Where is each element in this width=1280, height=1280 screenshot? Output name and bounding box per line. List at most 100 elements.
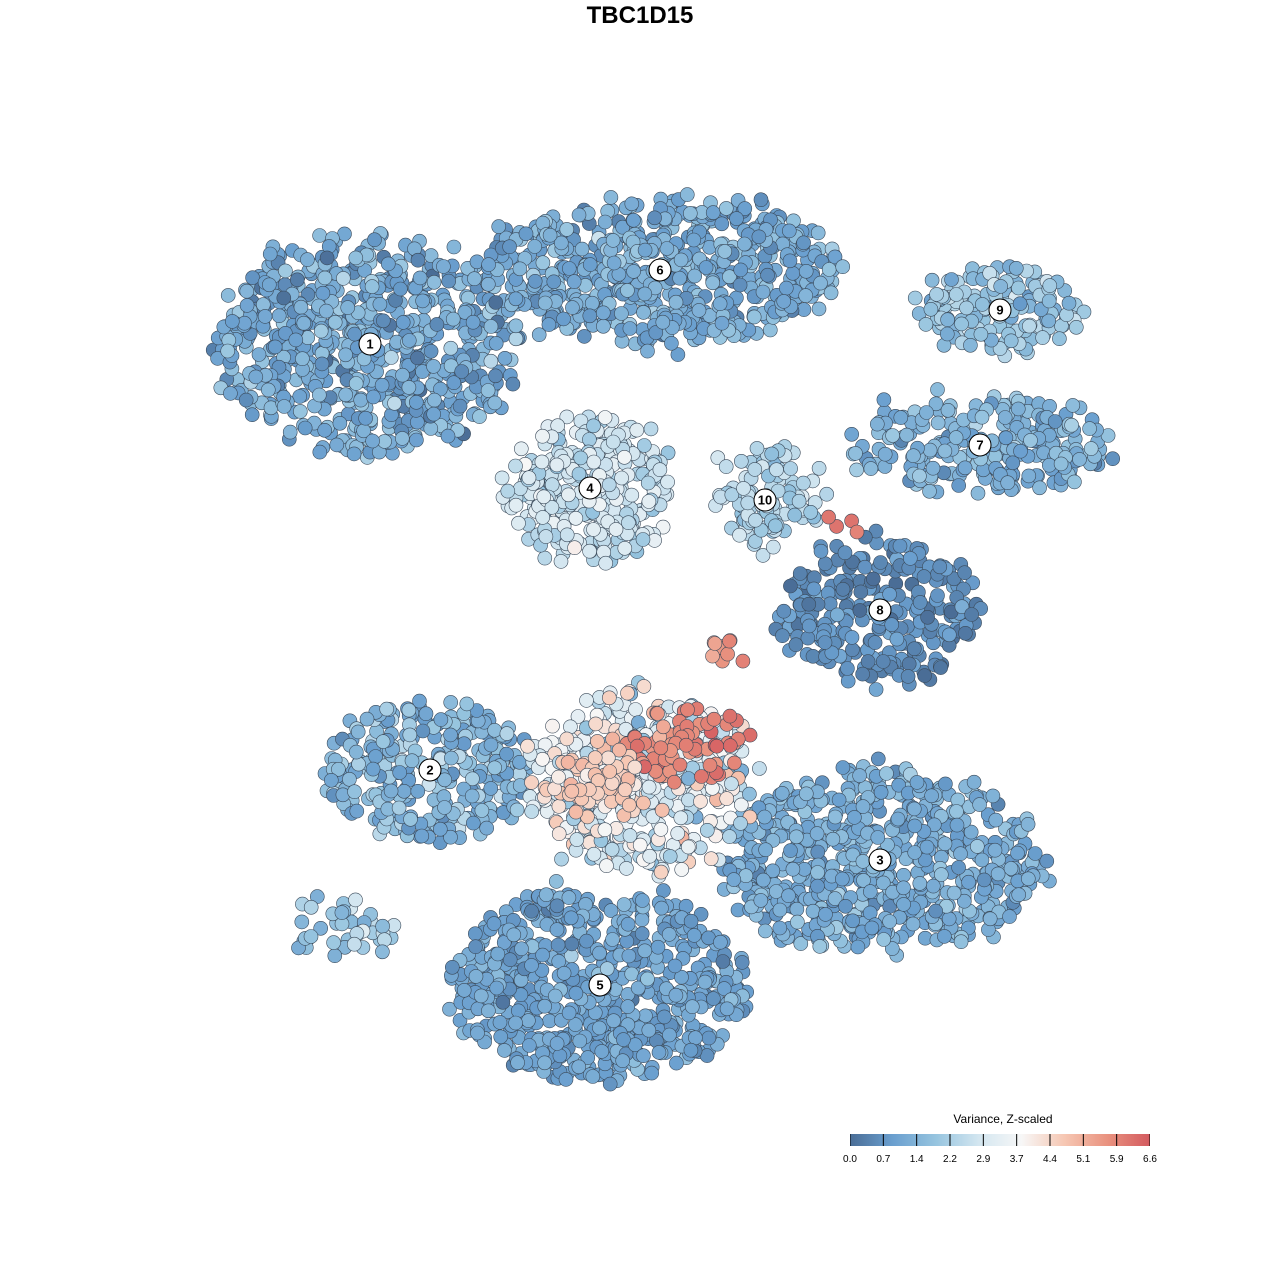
legend-tick-label: 4.4 xyxy=(1043,1154,1057,1165)
data-point xyxy=(568,510,584,526)
data-point xyxy=(735,653,751,669)
data-point xyxy=(705,648,720,664)
data-point xyxy=(819,486,835,502)
data-point xyxy=(790,914,805,930)
data-point xyxy=(809,826,825,841)
data-point xyxy=(760,267,775,283)
data-point xyxy=(599,858,614,874)
data-point xyxy=(518,226,534,242)
data-point xyxy=(821,509,836,525)
data-point xyxy=(571,207,587,223)
data-point xyxy=(569,832,585,847)
data-point xyxy=(509,802,525,818)
data-point xyxy=(470,1025,485,1041)
data-point xyxy=(313,323,329,339)
data-point xyxy=(924,788,939,804)
data-point xyxy=(870,830,886,845)
data-point xyxy=(655,719,671,735)
data-point xyxy=(538,529,554,544)
data-point xyxy=(1021,468,1037,484)
data-point xyxy=(957,460,973,476)
data-point xyxy=(987,842,1003,858)
data-point xyxy=(941,627,957,643)
data-point xyxy=(245,270,260,286)
data-point xyxy=(930,415,946,431)
data-point xyxy=(798,263,814,279)
data-point xyxy=(586,846,602,862)
data-point xyxy=(944,272,959,287)
data-point xyxy=(682,206,698,221)
data-point xyxy=(348,250,364,266)
data-point xyxy=(617,782,633,798)
data-point xyxy=(973,326,989,342)
cluster-label-6: 6 xyxy=(648,258,672,282)
data-point xyxy=(627,759,643,775)
data-point xyxy=(912,876,928,891)
data-point xyxy=(511,515,526,531)
data-point xyxy=(446,239,462,255)
data-point xyxy=(456,982,472,998)
data-point xyxy=(785,861,801,877)
data-point xyxy=(551,769,566,785)
data-point xyxy=(922,483,937,499)
data-point xyxy=(680,839,696,855)
data-point xyxy=(817,635,833,650)
data-point xyxy=(749,441,765,456)
cluster-label-8: 8 xyxy=(868,598,892,622)
data-point xyxy=(873,555,888,570)
data-point xyxy=(789,901,805,917)
data-point xyxy=(852,603,868,618)
data-point xyxy=(762,322,778,338)
data-point xyxy=(640,971,655,987)
data-point xyxy=(1008,260,1024,276)
data-point xyxy=(346,936,362,952)
data-point xyxy=(811,460,827,476)
data-point xyxy=(494,470,510,486)
data-point xyxy=(963,337,978,353)
data-point xyxy=(468,969,484,984)
data-point xyxy=(966,774,982,790)
data-point xyxy=(260,382,276,398)
data-point xyxy=(641,494,657,509)
data-point xyxy=(719,791,735,806)
data-point xyxy=(890,811,906,827)
data-point xyxy=(940,402,956,418)
data-point xyxy=(788,637,804,653)
data-point xyxy=(953,846,968,862)
data-point xyxy=(606,255,622,271)
data-point xyxy=(783,578,798,594)
data-point xyxy=(456,736,472,752)
data-point xyxy=(300,252,315,267)
data-point xyxy=(597,214,613,230)
data-point xyxy=(693,794,708,809)
data-point xyxy=(353,392,369,408)
data-point xyxy=(541,317,557,332)
data-point xyxy=(889,631,905,647)
data-point xyxy=(537,295,553,311)
data-point xyxy=(902,551,918,566)
legend-tick-label: 2.9 xyxy=(976,1154,991,1165)
data-point xyxy=(292,389,308,404)
data-point xyxy=(244,407,260,423)
data-point xyxy=(474,803,490,818)
data-point xyxy=(683,1042,699,1058)
data-point xyxy=(1010,845,1025,861)
data-point xyxy=(813,275,828,291)
data-point xyxy=(870,751,886,767)
data-point xyxy=(622,321,638,336)
data-point xyxy=(831,792,847,808)
cluster-label-text: 7 xyxy=(976,438,983,453)
data-point xyxy=(572,1033,588,1049)
data-point xyxy=(561,487,576,503)
data-point xyxy=(791,493,807,509)
data-point xyxy=(239,283,255,299)
data-point xyxy=(553,554,569,569)
data-point xyxy=(392,765,408,780)
data-point xyxy=(574,241,590,257)
data-point xyxy=(691,303,707,318)
data-point xyxy=(862,884,878,899)
data-point xyxy=(391,800,407,816)
data-point xyxy=(932,559,948,575)
data-point xyxy=(379,701,395,717)
data-point xyxy=(632,837,648,853)
